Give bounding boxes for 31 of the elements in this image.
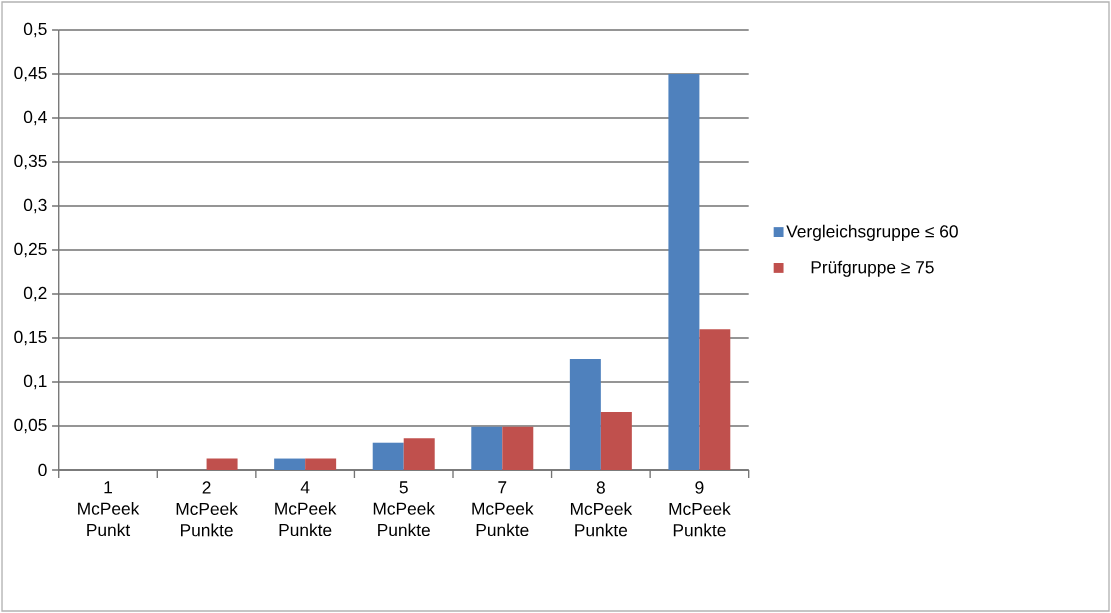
bar — [403, 438, 435, 470]
bar — [569, 359, 601, 470]
y-tick-label: 0,25 — [14, 242, 47, 258]
legend-label: Prüfgruppe ≥ 75 — [811, 260, 934, 277]
bar — [274, 458, 306, 470]
bar — [699, 329, 731, 470]
y-tick-label: 0 — [38, 463, 47, 477]
x-tick-label: 1 McPeek Punkt — [78, 481, 140, 537]
y-tick-label: 0,45 — [14, 66, 47, 82]
x-tick-label: 4 McPeek Punkte — [275, 481, 337, 537]
bar — [600, 411, 632, 470]
y-tick-label: 0,3 — [23, 198, 47, 214]
bar — [502, 426, 534, 470]
legend-label: Vergleichsgruppe ≤ 60 — [786, 224, 958, 241]
bar — [471, 426, 503, 470]
x-tick-label: 5 McPeek Punkte — [373, 481, 436, 537]
y-tick-label: 0,2 — [23, 286, 47, 302]
bar — [668, 74, 700, 470]
x-tick-label: 8 McPeek Punkte — [570, 481, 633, 537]
x-tick-label: 9 McPeek Punkte — [669, 481, 731, 537]
y-tick-label: 0,1 — [23, 374, 47, 390]
x-tick-label: 2 McPeek Punkte — [176, 481, 238, 537]
y-tick-label: 0,05 — [14, 418, 47, 434]
y-tick-label: 0,4 — [23, 110, 47, 126]
bar — [305, 458, 337, 470]
y-tick-label: 0,35 — [14, 154, 47, 170]
bar — [372, 442, 404, 470]
y-tick-label: 0,5 — [23, 22, 47, 38]
x-tick-label: 7 McPeek Punkte — [472, 481, 534, 537]
y-tick-label: 0,15 — [14, 330, 47, 346]
bar — [206, 458, 238, 470]
